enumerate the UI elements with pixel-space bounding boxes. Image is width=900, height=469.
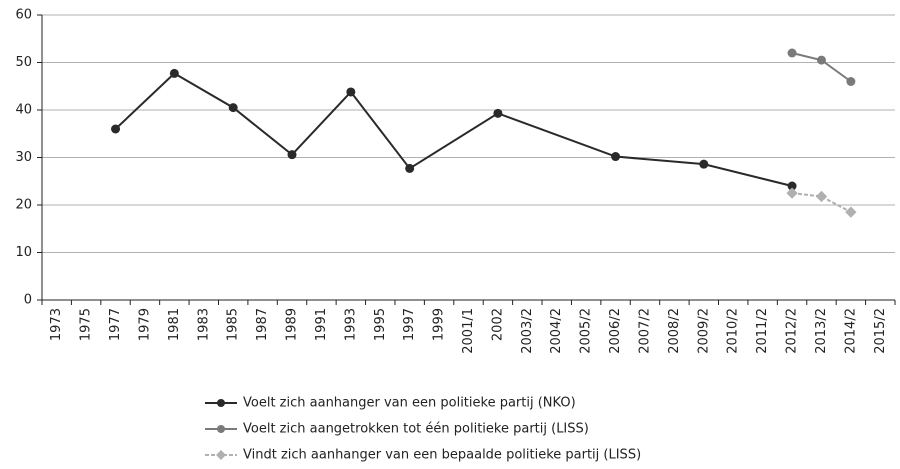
- y-tick-label: 0: [24, 293, 32, 308]
- x-tick-label: 2008/2: [667, 308, 682, 354]
- marker: [846, 77, 856, 86]
- x-tick-label: 2004/2: [549, 308, 564, 354]
- x-tick-label: 2009/2: [696, 308, 711, 354]
- x-tick-label: 2015/2: [873, 308, 888, 354]
- marker: [787, 48, 797, 58]
- x-tick-label: 1973: [49, 308, 64, 341]
- marker: [228, 103, 238, 113]
- y-tick-label: 60: [15, 8, 32, 23]
- x-tick-label: 1983: [196, 308, 211, 341]
- legend-label: Voelt zich aanhanger van een politieke p…: [243, 396, 576, 411]
- x-tick-label: 1989: [285, 308, 300, 341]
- marker: [611, 152, 621, 162]
- x-tick-label: 2013/2: [814, 308, 829, 354]
- x-tick-label: 1979: [137, 308, 152, 341]
- x-tick-label: 1997: [402, 308, 417, 341]
- marker: [169, 68, 179, 78]
- legend-marker: [217, 399, 225, 407]
- x-tick-label: 2010/2: [726, 308, 741, 354]
- x-tick-label: 2012/2: [785, 308, 800, 354]
- marker: [699, 159, 709, 169]
- series-line: [114, 72, 793, 187]
- y-tick-label: 40: [15, 103, 32, 118]
- x-tick-label: 1987: [255, 308, 270, 341]
- legend-label: Voelt zich aangetrokken tot één politiek…: [243, 422, 589, 437]
- legend-label: Vindt zich aanhanger van een bepaalde po…: [243, 448, 641, 463]
- y-tick-label: 30: [15, 150, 32, 165]
- x-tick-label: 1991: [314, 308, 329, 341]
- marker: [405, 163, 415, 173]
- x-tick-label: 2006/2: [608, 308, 623, 354]
- x-tick-label: 1977: [108, 308, 123, 341]
- x-tick-label: 2003/2: [520, 308, 535, 354]
- x-tick-label: 1993: [343, 308, 358, 341]
- marker: [493, 108, 503, 118]
- y-tick-label: 10: [15, 245, 32, 260]
- x-tick-label: 1981: [167, 308, 182, 341]
- marker: [787, 181, 797, 191]
- x-tick-label: 2001/1: [461, 308, 476, 354]
- legend-marker: [216, 450, 226, 460]
- x-tick-label: 1999: [432, 308, 447, 341]
- y-tick-label: 50: [15, 55, 32, 70]
- x-tick-label: 2005/2: [579, 308, 594, 354]
- marker: [346, 87, 356, 97]
- x-tick-label: 1985: [226, 308, 241, 341]
- x-tick-label: 2007/2: [637, 308, 652, 354]
- x-tick-label: 2002: [490, 308, 505, 341]
- x-tick-label: 2011/2: [755, 308, 770, 354]
- x-tick-label: 2014/2: [843, 308, 858, 354]
- y-tick-label: 20: [15, 198, 32, 213]
- x-tick-label: 1995: [373, 308, 388, 341]
- marker: [287, 150, 297, 160]
- marker: [786, 187, 798, 199]
- marker: [815, 190, 828, 203]
- series-line: [791, 192, 852, 214]
- marker: [845, 206, 857, 218]
- x-tick-label: 1975: [79, 308, 94, 341]
- legend-marker: [217, 425, 225, 433]
- marker: [111, 124, 121, 134]
- marker: [816, 55, 826, 65]
